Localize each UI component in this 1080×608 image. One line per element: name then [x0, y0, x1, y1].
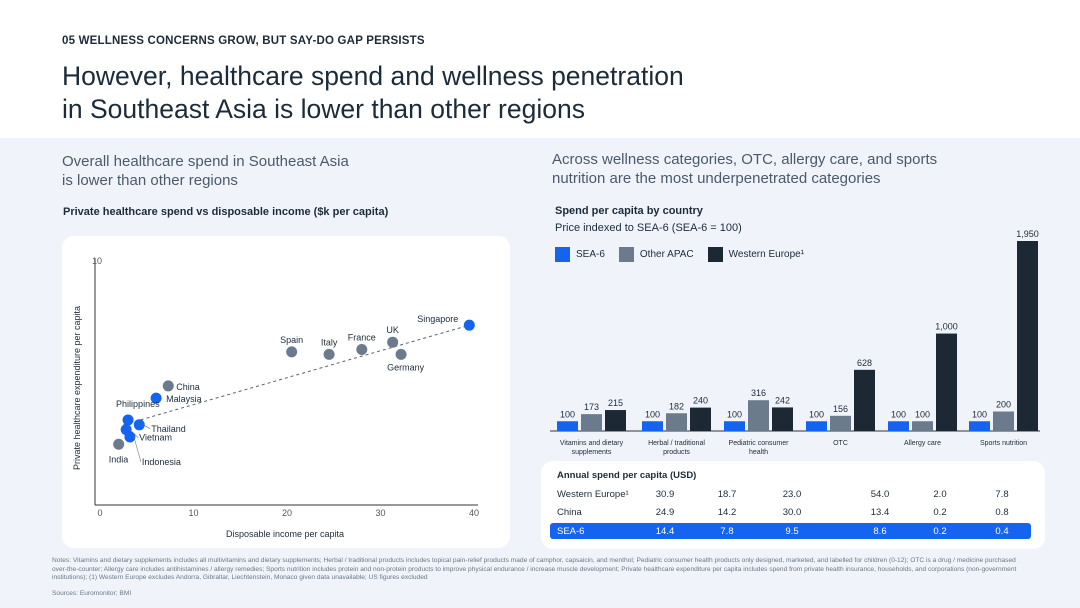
section-label: 05 WELLNESS CONCERNS GROW, BUT SAY-DO GA…	[62, 35, 425, 47]
y-axis-label: Private healthcare expenditure per capit…	[72, 306, 82, 470]
point-china	[162, 380, 174, 392]
legend-swatch-other-apac	[618, 247, 634, 262]
point-india	[113, 438, 125, 450]
point-france	[356, 343, 368, 355]
legend-swatch-western-europe	[707, 247, 723, 262]
table-cell: 23.0	[782, 488, 802, 500]
table-cell: 7.8	[720, 525, 734, 537]
point-spain	[286, 346, 298, 358]
table-cell: 24.9	[655, 506, 675, 518]
point-label-malaysia: Malaysia	[166, 394, 202, 404]
bar-chart-title: Spend per capita by country	[555, 205, 703, 217]
y-tick-label: 10	[92, 256, 102, 266]
legend-label-other-apac: Other APAC	[639, 249, 694, 260]
legend-label-sea6: SEA-6	[576, 249, 605, 260]
right-subtitle-line-1: Across wellness categories, OTC, allergy…	[552, 151, 938, 168]
x-tick-label: 40	[469, 508, 479, 518]
table-cell: 54.0	[870, 488, 890, 500]
sources: Sources: Euromonitor; BMI	[52, 590, 132, 597]
bar-chart-subtitle: Price indexed to SEA-6 (SEA-6 = 100)	[555, 222, 742, 234]
right-subtitle: Across wellness categories, OTC, allergy…	[552, 150, 937, 188]
point-germany	[395, 348, 407, 360]
table-cell: 9.5	[785, 525, 799, 537]
point-label-spain: Spain	[280, 335, 303, 345]
table-row-label: SEA-6	[557, 525, 585, 537]
scatter-card	[62, 236, 510, 548]
point-indonesia	[124, 431, 136, 443]
point-philippines	[122, 414, 134, 426]
table-cell: 2.0	[933, 488, 947, 500]
leader-line	[143, 424, 151, 430]
x-tick-label: 20	[282, 508, 292, 518]
table-cell: 14.2	[717, 506, 737, 518]
table-cell: 8.6	[873, 525, 887, 537]
table-cell: 0.4	[995, 525, 1009, 537]
point-label-italy: Italy	[321, 337, 338, 347]
point-label-india: India	[109, 454, 129, 464]
table-cell: 13.4	[870, 506, 890, 518]
legend-item-other-apac: Other APAC	[618, 247, 694, 262]
bar-legend: SEA-6 Other APAC Western Europe¹	[555, 247, 818, 262]
table-row: Western Europe¹ 30.9 18.7 23.0 54.0 2.0 …	[550, 486, 1031, 502]
annual-spend-table: Annual spend per capita (USD) Western Eu…	[541, 461, 1045, 549]
point-label-china: China	[176, 382, 200, 392]
left-subtitle-line-2: is lower than other regions	[62, 172, 238, 189]
table-cell: 14.4	[655, 525, 675, 537]
x-axis-label: Disposable income per capita	[226, 529, 344, 539]
footnotes: Notes: Vitamins and dietary supplements …	[52, 557, 1017, 582]
point-label-germany: Germany	[387, 362, 425, 372]
point-label-philippines: Philippines	[116, 399, 160, 409]
x-tick-label: 10	[188, 508, 198, 518]
leader-line	[133, 436, 142, 463]
point-label-singapore: Singapore	[417, 314, 458, 324]
left-subtitle-line-1: Overall healthcare spend in Southeast As…	[62, 153, 349, 170]
point-label-thailand: Thailand	[151, 424, 186, 434]
table-row: China 24.9 14.2 30.0 13.4 0.2 0.8	[550, 504, 1031, 520]
point-label-uk: UK	[386, 325, 399, 335]
legend-item-western-europe: Western Europe¹	[707, 247, 805, 262]
point-label-france: France	[348, 332, 376, 342]
table-cell: 30.9	[655, 488, 675, 500]
x-tick-label: 0	[97, 508, 102, 518]
point-thailand	[133, 419, 145, 431]
table-row-label: China	[557, 506, 582, 518]
x-tick-label: 30	[375, 508, 385, 518]
legend-item-sea6: SEA-6	[555, 247, 605, 262]
legend-swatch-sea6	[555, 247, 570, 262]
table-cell: 0.2	[933, 525, 947, 537]
table-cell: 7.8	[995, 488, 1009, 500]
page-title: However, healthcare spend and wellness p…	[62, 60, 822, 126]
table-cell: 0.8	[995, 506, 1009, 518]
table-row-label: Western Europe¹	[557, 488, 629, 500]
legend-label-western-europe: Western Europe¹	[728, 249, 805, 260]
table-cell: 0.2	[933, 506, 947, 518]
point-label-vietnam: Vietnam	[139, 433, 172, 443]
right-subtitle-line-2: nutrition are the most underpenetrated c…	[552, 170, 881, 187]
title-line-2: in Southeast Asia is lower than other re…	[62, 94, 585, 124]
table-title: Annual spend per capita (USD)	[557, 470, 697, 481]
left-subtitle: Overall healthcare spend in Southeast As…	[62, 152, 349, 190]
table-row-highlighted: SEA-6 14.4 7.8 9.5 8.6 0.2 0.4	[550, 523, 1031, 539]
point-singapore	[463, 319, 475, 331]
point-label-indonesia: Indonesia	[142, 457, 181, 467]
table-cell: 30.0	[782, 506, 802, 518]
point-italy	[323, 348, 335, 360]
scatter-chart-title: Private healthcare spend vs disposable i…	[63, 206, 389, 218]
point-uk	[387, 336, 399, 348]
table-cell: 18.7	[717, 488, 737, 500]
point-malaysia	[150, 392, 162, 404]
trendline	[123, 324, 470, 426]
title-line-1: However, healthcare spend and wellness p…	[62, 61, 684, 91]
